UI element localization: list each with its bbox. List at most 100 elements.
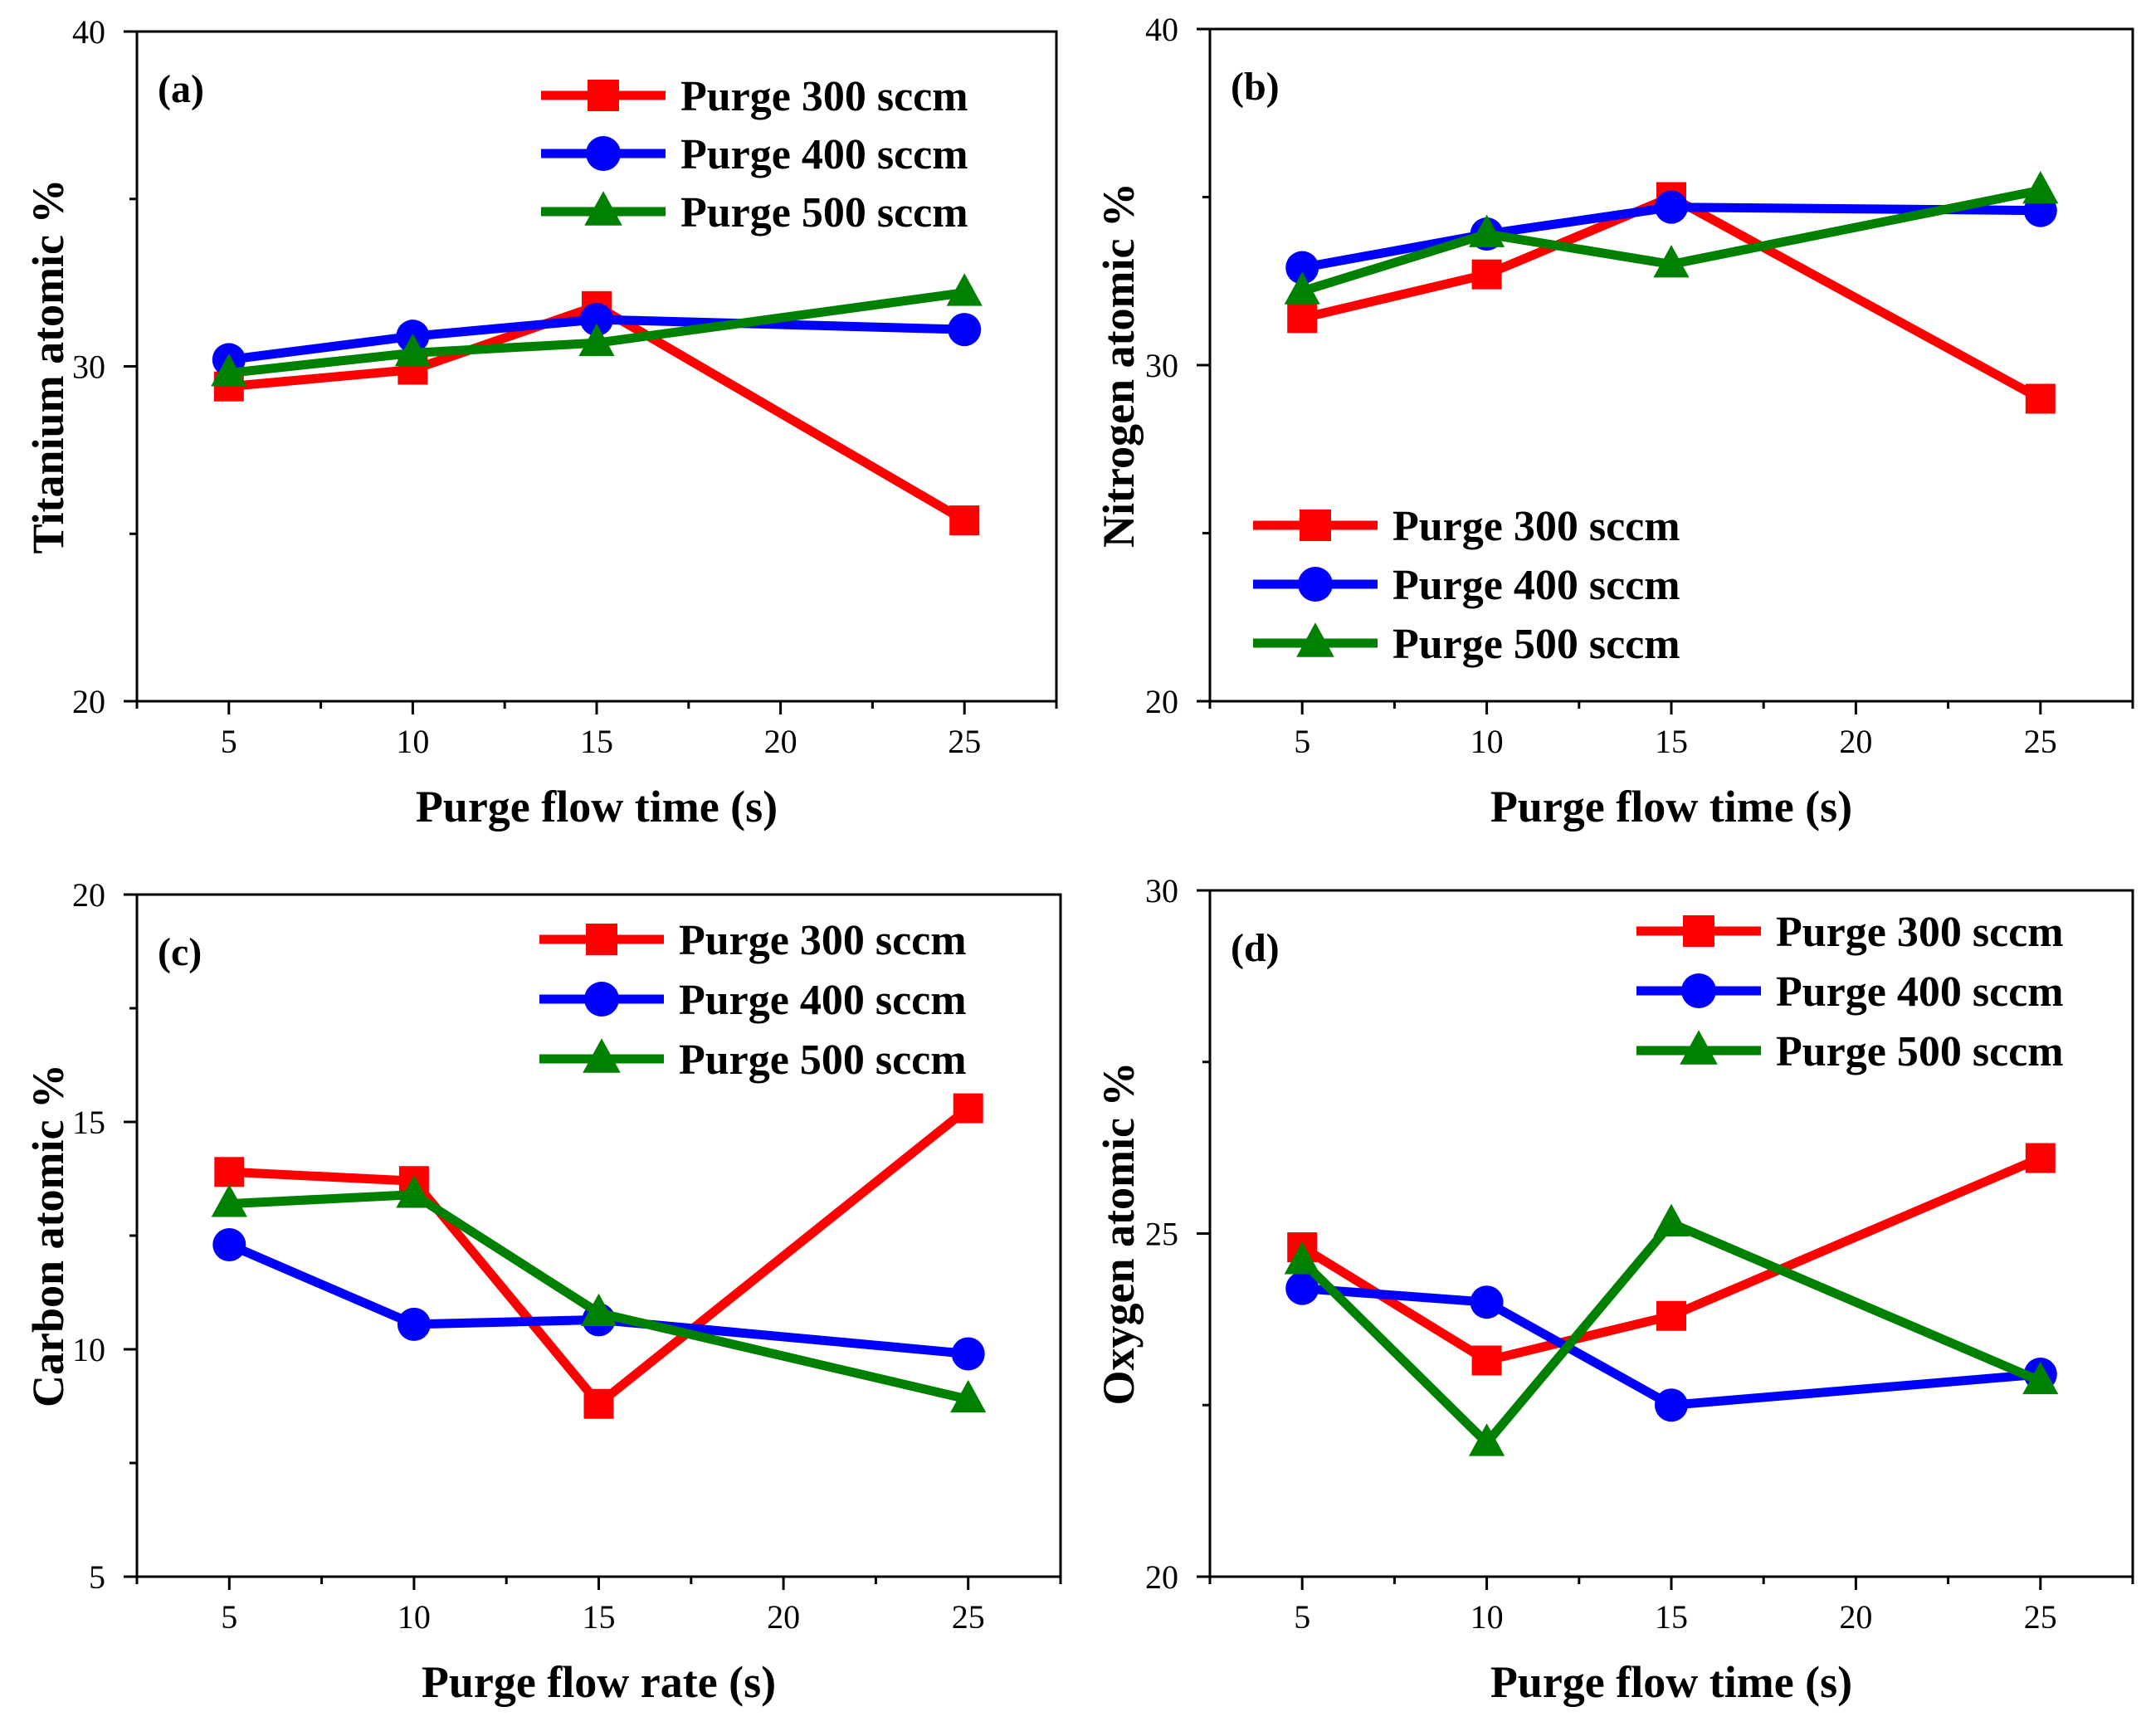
data-point	[951, 1337, 985, 1371]
x-tick-label: 5	[221, 1598, 237, 1636]
legend-marker	[588, 80, 619, 111]
legend-entry: Purge 400 sccm	[541, 131, 968, 178]
series-line	[1300, 186, 2041, 296]
data-point	[1655, 190, 1688, 224]
series-circle	[1285, 1271, 2057, 1422]
series-line	[228, 301, 967, 524]
y-tick-label: 20	[72, 683, 105, 720]
data-point	[211, 1184, 247, 1217]
data-point	[1471, 1345, 1502, 1376]
data-point	[1284, 271, 1320, 305]
x-tick-label: 15	[580, 723, 613, 760]
x-axis-title: Purge flow time (s)	[416, 782, 778, 831]
legend-marker	[1296, 622, 1334, 657]
data-point	[394, 333, 431, 367]
legend-marker	[586, 924, 617, 955]
y-tick-label: 25	[1145, 1216, 1178, 1253]
legend-label: Purge 500 sccm	[1776, 1028, 2064, 1075]
data-point	[212, 1227, 246, 1261]
legend-marker	[584, 982, 619, 1017]
data-point	[953, 1093, 983, 1124]
series-line	[227, 1240, 969, 1358]
series-line	[229, 1190, 969, 1404]
data-point	[1285, 1271, 1319, 1305]
data-point	[1653, 245, 1690, 278]
x-tick-label: 25	[948, 723, 981, 760]
data-point	[2022, 170, 2059, 204]
panel-c-carbon: 5 10 15 20 25 5 10 15 20 Purge flow rate (s) Carbo…	[23, 876, 1062, 1707]
x-tick-label: 25	[952, 1598, 985, 1636]
legend-entry: Purge 300 sccm	[1253, 503, 1680, 550]
legend-marker	[1680, 1030, 1718, 1065]
y-tick-label: 40	[72, 13, 105, 51]
y-tick-label: 30	[1145, 347, 1178, 384]
x-tick-label: 20	[767, 1598, 800, 1636]
series-triangle	[211, 1175, 987, 1413]
y-axis-title: Oxygen atomic %	[1094, 1062, 1144, 1406]
panel-a-titanium: 5 10 15 20 25 20 30 40 Purge flow time (s) Titani…	[23, 13, 1058, 831]
data-point	[2025, 383, 2056, 414]
x-tick-label: 20	[1839, 723, 1872, 760]
series-line	[228, 288, 965, 378]
x-tick-label: 20	[764, 723, 797, 760]
series-triangle	[211, 273, 983, 387]
x-axis-title: Purge flow rate (s)	[422, 1657, 776, 1707]
legend-marker	[1298, 567, 1333, 602]
panel-label: (a)	[158, 67, 204, 111]
legend-marker	[583, 1038, 621, 1073]
data-point	[1470, 1285, 1504, 1319]
data-point	[396, 1175, 432, 1208]
panel-label: (b)	[1231, 65, 1280, 109]
legend-marker	[584, 191, 622, 226]
series-line	[1301, 1284, 2041, 1410]
data-point	[2025, 1143, 2056, 1173]
x-tick-label: 25	[2024, 1598, 2057, 1636]
series-line	[228, 315, 965, 364]
x-tick-label: 15	[1655, 723, 1688, 760]
legend-label: Purge 500 sccm	[680, 189, 968, 237]
series-triangle	[1284, 1203, 2059, 1456]
x-tick-label: 10	[1470, 1598, 1504, 1636]
y-tick-label: 40	[1145, 11, 1178, 48]
series-triangle	[1284, 170, 2059, 305]
data-point	[948, 313, 982, 347]
series-line	[229, 1105, 972, 1409]
panel-label: (d)	[1231, 926, 1280, 970]
y-tick-label: 15	[72, 1104, 105, 1141]
legend-label: Purge 300 sccm	[1392, 503, 1680, 550]
legend-entry: Purge 300 sccm	[541, 73, 968, 120]
series-square	[214, 1093, 983, 1419]
x-tick-label: 10	[396, 723, 429, 760]
legend-entry: Purge 300 sccm	[1636, 909, 2064, 956]
data-point	[1656, 1300, 1686, 1331]
legend-label: Purge 400 sccm	[1776, 968, 2064, 1016]
legend: Purge 300 sccm Purge 400 sccm Purge 500 sc…	[1253, 503, 1680, 668]
legend-marker	[1681, 973, 1716, 1008]
y-tick-label: 20	[1145, 1558, 1178, 1596]
data-point	[211, 354, 247, 387]
data-point	[949, 505, 980, 536]
x-tick-label: 10	[397, 1598, 431, 1636]
data-point	[1469, 214, 1505, 247]
series-circle	[212, 1227, 985, 1371]
data-point	[580, 1293, 617, 1327]
data-point	[214, 1157, 245, 1187]
series-line	[1301, 202, 2041, 272]
legend-label: Purge 300 sccm	[1776, 909, 2064, 956]
x-tick-label: 25	[2024, 723, 2057, 760]
legend-marker	[586, 136, 621, 171]
x-tick-label: 5	[1294, 723, 1310, 760]
y-tick-label: 20	[1145, 683, 1178, 720]
legend-label: Purge 300 sccm	[680, 73, 968, 120]
panel-d-oxygen: 5 10 15 20 25 20 25 30 Purge flow time (s) Oxygen…	[1094, 872, 2134, 1707]
legend-entry: Purge 500 sccm	[1253, 621, 1680, 668]
data-point	[578, 323, 615, 357]
y-tick-label: 10	[72, 1331, 105, 1368]
legend-marker	[1683, 915, 1714, 947]
x-tick-label: 15	[1655, 1598, 1688, 1636]
x-axis-title: Purge flow time (s)	[1490, 1657, 1852, 1707]
legend: Purge 300 sccm Purge 400 sccm Purge 500 sc…	[541, 73, 968, 237]
series-line	[1299, 1218, 2042, 1448]
x-tick-label: 20	[1839, 1598, 1872, 1636]
x-axis-title: Purge flow time (s)	[1490, 782, 1852, 831]
